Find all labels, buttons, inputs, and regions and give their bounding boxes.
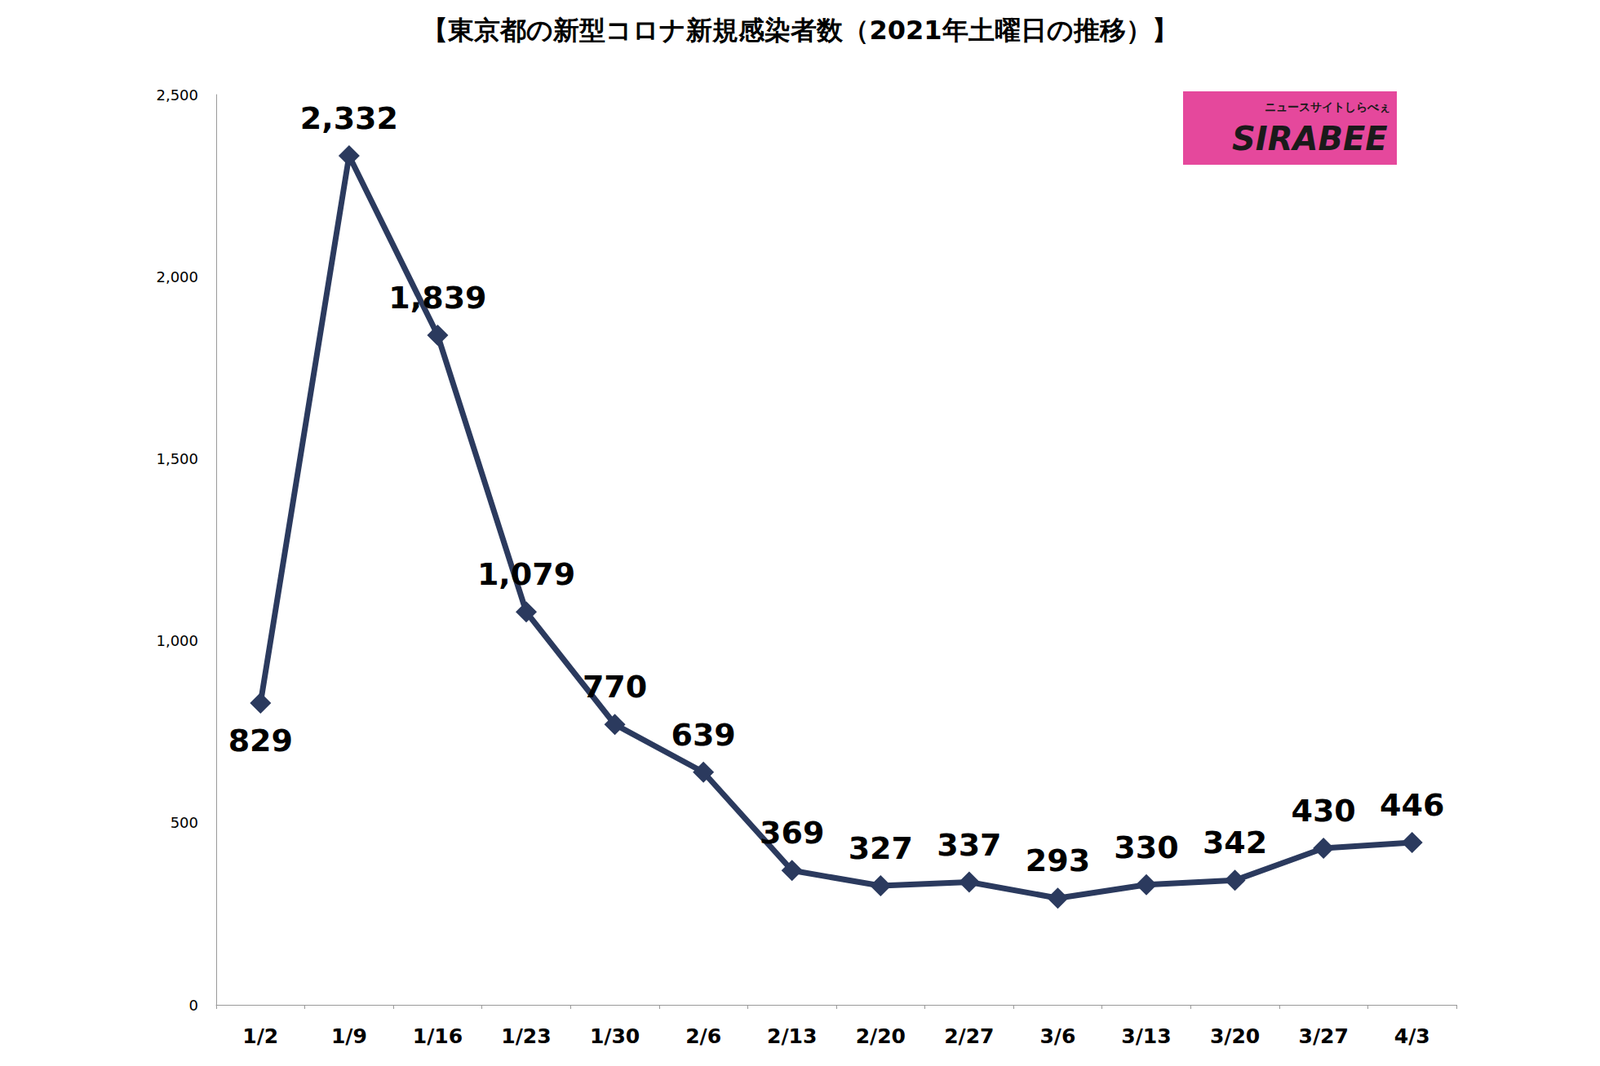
- svg-text:3/13: 3/13: [1121, 1024, 1171, 1049]
- svg-text:293: 293: [1025, 842, 1091, 879]
- svg-text:500: 500: [170, 814, 199, 832]
- svg-text:3/6: 3/6: [1039, 1024, 1076, 1049]
- svg-text:1/30: 1/30: [589, 1024, 640, 1049]
- svg-text:829: 829: [228, 722, 293, 759]
- svg-text:1,000: 1,000: [155, 632, 199, 650]
- svg-text:327: 327: [848, 830, 914, 867]
- svg-text:430: 430: [1290, 793, 1356, 829]
- svg-text:1/16: 1/16: [412, 1024, 463, 1049]
- svg-text:770: 770: [582, 669, 648, 705]
- svg-text:0: 0: [189, 997, 199, 1015]
- svg-text:ニュースサイトしらべぇ: ニュースサイトしらべぇ: [1264, 100, 1391, 114]
- svg-text:1,839: 1,839: [388, 279, 487, 316]
- svg-text:2,500: 2,500: [155, 86, 199, 104]
- svg-text:1/23: 1/23: [500, 1024, 551, 1049]
- svg-text:2/20: 2/20: [855, 1024, 906, 1049]
- svg-text:1,500: 1,500: [155, 450, 199, 468]
- svg-text:3/27: 3/27: [1298, 1024, 1348, 1049]
- svg-text:446: 446: [1379, 787, 1445, 824]
- svg-text:2,000: 2,000: [155, 268, 199, 286]
- svg-text:1/9: 1/9: [331, 1024, 368, 1049]
- svg-text:1/2: 1/2: [242, 1024, 279, 1049]
- svg-text:1,079: 1,079: [477, 556, 576, 593]
- svg-text:342: 342: [1202, 824, 1268, 861]
- svg-text:337: 337: [936, 827, 1002, 864]
- svg-text:369: 369: [759, 815, 825, 851]
- svg-text:2/6: 2/6: [685, 1024, 722, 1049]
- svg-text:【東京都の新型コロナ新規感染者数（2021年土曜日の推移）】: 【東京都の新型コロナ新規感染者数（2021年土曜日の推移）】: [421, 14, 1178, 46]
- svg-text:2/27: 2/27: [944, 1024, 994, 1049]
- svg-text:2,332: 2,332: [300, 100, 399, 137]
- svg-text:330: 330: [1113, 829, 1179, 866]
- svg-text:639: 639: [670, 717, 736, 754]
- svg-text:3/20: 3/20: [1209, 1024, 1260, 1049]
- svg-text:4/3: 4/3: [1394, 1024, 1431, 1049]
- svg-text:2/13: 2/13: [766, 1024, 817, 1049]
- svg-text:SIRABEE: SIRABEE: [1232, 119, 1388, 158]
